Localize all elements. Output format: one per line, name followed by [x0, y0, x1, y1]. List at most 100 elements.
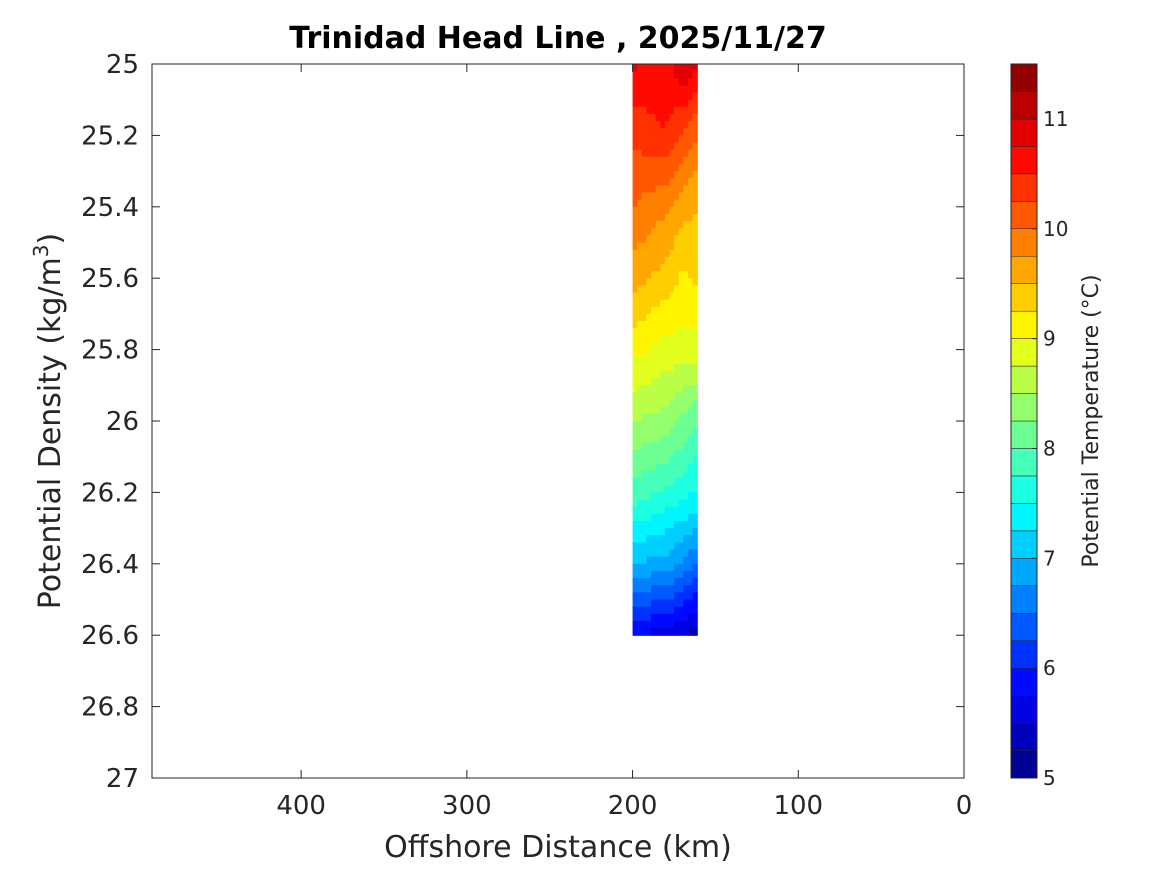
heatmap-cell [637, 606, 643, 615]
heatmap-cell [664, 592, 671, 601]
heatmap-cell [632, 620, 638, 629]
heatmap-cell [692, 121, 698, 129]
heatmap-cell [674, 64, 680, 72]
heatmap-cell [692, 92, 698, 101]
heatmap-cell [664, 221, 671, 229]
heatmap-cell [646, 292, 652, 301]
heatmap-cell [692, 563, 698, 572]
heatmap-cell [655, 313, 661, 322]
heatmap-cell [641, 470, 648, 479]
heatmap-cell [674, 292, 680, 301]
heatmap-cell [637, 556, 643, 565]
heatmap-cell [678, 92, 684, 101]
x-tick-label: 300 [442, 791, 492, 821]
heatmap-cell [692, 456, 698, 465]
heatmap-cell [637, 399, 643, 408]
heatmap-cell [632, 392, 638, 401]
heatmap-cell [683, 135, 689, 144]
heatmap-cell [687, 556, 694, 565]
heatmap-cell [674, 121, 680, 129]
heatmap-cell [687, 613, 694, 622]
heatmap-cell [646, 228, 652, 236]
heatmap-cell [664, 628, 671, 636]
heatmap-cell [632, 321, 638, 329]
heatmap-cell [674, 535, 680, 543]
heatmap-cell [660, 285, 666, 294]
heatmap-cell [678, 499, 684, 508]
heatmap-cell [651, 542, 657, 551]
heatmap-cell [678, 135, 684, 144]
heatmap-cell [687, 599, 694, 608]
heatmap-cell [637, 192, 643, 201]
heatmap-cell [674, 78, 680, 87]
y-tick-label: 25.6 [81, 264, 139, 294]
heatmap-cell [678, 542, 684, 551]
heatmap-cell [651, 392, 657, 401]
heatmap-cell [687, 149, 694, 158]
heatmap-cell [660, 556, 666, 565]
heatmap-cell [655, 349, 661, 358]
heatmap-cell [632, 221, 638, 229]
heatmap-cell [683, 221, 689, 229]
heatmap-cell [664, 485, 671, 493]
heatmap-cell [651, 71, 657, 79]
heatmap-cell [646, 492, 652, 501]
heatmap-cell [632, 299, 638, 308]
heatmap-cell [674, 106, 680, 115]
heatmap-cell [655, 156, 661, 165]
heatmap-cell [692, 485, 698, 493]
heatmap-cell [651, 228, 657, 236]
heatmap-cell [660, 506, 666, 515]
heatmap-cell [674, 149, 680, 158]
heatmap-cell [664, 242, 671, 251]
heatmap-cell [646, 620, 652, 629]
heatmap-cell [641, 235, 648, 244]
colorbar-swatch [1010, 283, 1038, 312]
heatmap-cell [637, 413, 643, 422]
heatmap-cell [646, 406, 652, 415]
heatmap-cell [632, 271, 638, 279]
heatmap-cell [641, 64, 648, 72]
heatmap-cell [664, 413, 671, 422]
heatmap-cell [669, 378, 675, 386]
colorbar-swatch [1010, 612, 1038, 641]
heatmap-cell [678, 64, 684, 72]
y-axis: 25 25.2 25.4 25.6 25.8 26 26.2 26.4 26.6 26.8 27 [81, 50, 964, 794]
heatmap-cell [687, 256, 694, 265]
heatmap-cell [660, 442, 666, 451]
heatmap-cell [687, 528, 694, 536]
heatmap-cell [683, 342, 689, 351]
heatmap-cell [674, 178, 680, 186]
heatmap-cell [678, 78, 684, 87]
heatmap-cell [655, 328, 661, 336]
heatmap-cell [637, 121, 643, 129]
heatmap-cell [641, 442, 648, 451]
heatmap-cell [664, 271, 671, 279]
heatmap-cell [651, 456, 657, 465]
heatmap-cell [683, 92, 689, 101]
heatmap-cell [687, 506, 694, 515]
heatmap-cell [683, 271, 689, 279]
heatmap-cell [646, 478, 652, 486]
heatmap-cell [692, 570, 698, 579]
heatmap-cell [660, 113, 666, 122]
heatmap-cell [651, 606, 657, 615]
heatmap-cell [641, 242, 648, 251]
heatmap-cell [669, 478, 675, 486]
heatmap-cell [646, 463, 652, 472]
heatmap-cell [637, 456, 643, 465]
heatmap-cell [646, 299, 652, 308]
heatmap-cell [683, 113, 689, 122]
heatmap-cell [651, 163, 657, 172]
heatmap-cell [655, 528, 661, 536]
heatmap-cell [660, 85, 666, 94]
heatmap-cell [669, 556, 675, 565]
heatmap-cell [678, 313, 684, 322]
heatmap-cell [683, 470, 689, 479]
heatmap-cell [632, 492, 638, 501]
colorbar-swatch [1010, 63, 1038, 92]
heatmap-cell [687, 78, 694, 87]
y-tick-label: 26.4 [81, 550, 139, 580]
heatmap-cell [651, 499, 657, 508]
heatmap-cell [632, 328, 638, 336]
